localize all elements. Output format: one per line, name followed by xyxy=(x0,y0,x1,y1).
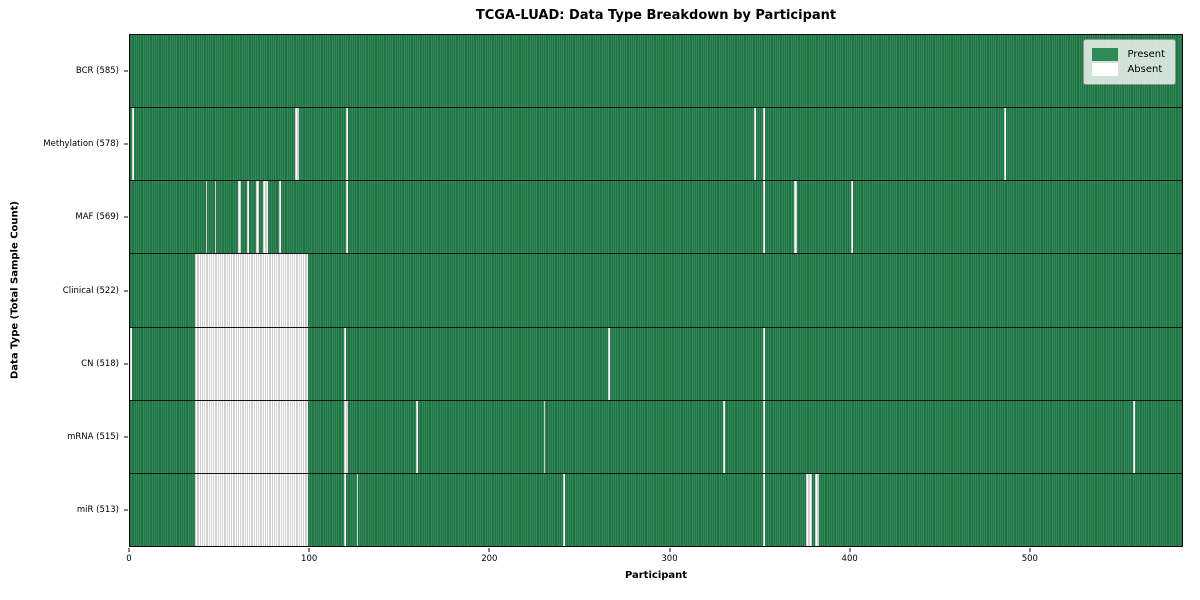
y-tick-label: mRNA (515) xyxy=(67,432,119,443)
absent-segment xyxy=(762,327,765,400)
y-tick-label: CN (518) xyxy=(81,358,119,369)
row-mir xyxy=(130,473,1182,546)
x-tick-mark xyxy=(128,548,130,552)
absent-segment xyxy=(762,473,765,546)
row-maf xyxy=(130,181,1182,255)
y-tick-mark xyxy=(124,509,128,511)
absent-segment xyxy=(263,181,269,254)
y-tick-mark xyxy=(124,143,128,145)
x-axis: 0 100 200 300 400 500 xyxy=(126,547,1183,569)
x-tick-label: 300 xyxy=(661,554,678,564)
y-tick-label: Methylation (578) xyxy=(43,138,119,149)
absent-segment xyxy=(1003,108,1006,181)
row-mrna xyxy=(130,400,1182,474)
row-bcr xyxy=(130,35,1182,109)
absent-segment xyxy=(205,181,208,254)
x-tick-label: 0 xyxy=(126,554,132,564)
absent-segment xyxy=(194,400,309,473)
absent-segment xyxy=(762,181,765,254)
absent-segment xyxy=(343,400,348,473)
absent-segment xyxy=(194,473,309,546)
y-tick-mark xyxy=(124,70,128,72)
absent-segment xyxy=(754,108,756,181)
x-tick-label: 100 xyxy=(301,554,318,564)
absent-segment xyxy=(255,181,260,254)
x-tick-label: 200 xyxy=(481,554,498,564)
absent-segment xyxy=(762,400,765,473)
absent-segment xyxy=(214,181,217,254)
absent-segment xyxy=(131,108,134,181)
y-tick-label: miR (513) xyxy=(76,505,119,516)
absent-segment xyxy=(343,327,346,400)
y-tick-label: MAF (569) xyxy=(75,212,119,223)
x-axis-label: Participant xyxy=(624,570,688,581)
y-axis: BCR (585) Methylation (578) MAF (569) Clini… xyxy=(0,34,129,547)
legend-label: Absent xyxy=(1127,64,1163,75)
absent-segment xyxy=(793,181,798,254)
x-tick-mark xyxy=(308,548,310,552)
absent-segment xyxy=(563,473,566,546)
legend-label: Present xyxy=(1127,49,1165,60)
legend: Present Absent xyxy=(1083,39,1176,85)
x-tick-mark xyxy=(669,548,670,552)
y-tick-label: Clinical (522) xyxy=(62,285,119,296)
x-tick-mark xyxy=(1029,548,1031,552)
row-methylation xyxy=(130,108,1182,182)
absent-segment xyxy=(356,473,359,546)
legend-item-absent: Absent xyxy=(1092,63,1165,76)
y-tick-mark xyxy=(124,290,128,291)
legend-item-present: Present xyxy=(1092,48,1165,61)
absent-segment xyxy=(343,473,346,546)
y-tick-mark xyxy=(124,436,128,438)
y-tick-label: BCR (585) xyxy=(75,65,119,76)
legend-swatch-present xyxy=(1092,48,1119,61)
y-tick-mark xyxy=(124,216,128,218)
absent-segment xyxy=(543,400,546,473)
absent-segment xyxy=(194,327,309,400)
chart-title: TCGA-LUAD: Data Type Breakdown by Partic… xyxy=(475,8,837,23)
absent-segment xyxy=(608,327,611,400)
absent-segment xyxy=(415,400,418,473)
plot-area: Present Absent xyxy=(129,34,1183,547)
absent-segment xyxy=(130,327,132,400)
absent-segment xyxy=(723,400,726,473)
absent-segment xyxy=(345,181,348,254)
absent-segment xyxy=(762,108,765,181)
absent-segment xyxy=(237,181,242,254)
absent-segment xyxy=(194,254,309,327)
legend-swatch-absent xyxy=(1092,63,1119,76)
absent-segment xyxy=(806,473,812,546)
absent-segment xyxy=(295,108,300,181)
row-clinical xyxy=(130,254,1182,328)
absent-segment xyxy=(246,181,249,254)
x-tick-mark xyxy=(488,548,490,552)
absent-segment xyxy=(279,181,282,254)
x-tick-mark xyxy=(849,548,851,552)
x-tick-label: 500 xyxy=(1021,554,1038,564)
absent-segment xyxy=(815,473,819,546)
row-cn xyxy=(130,327,1182,401)
absent-segment xyxy=(851,181,853,254)
absent-segment xyxy=(345,108,348,181)
y-tick-mark xyxy=(124,363,128,365)
absent-segment xyxy=(1133,400,1136,473)
x-tick-label: 400 xyxy=(841,554,858,564)
